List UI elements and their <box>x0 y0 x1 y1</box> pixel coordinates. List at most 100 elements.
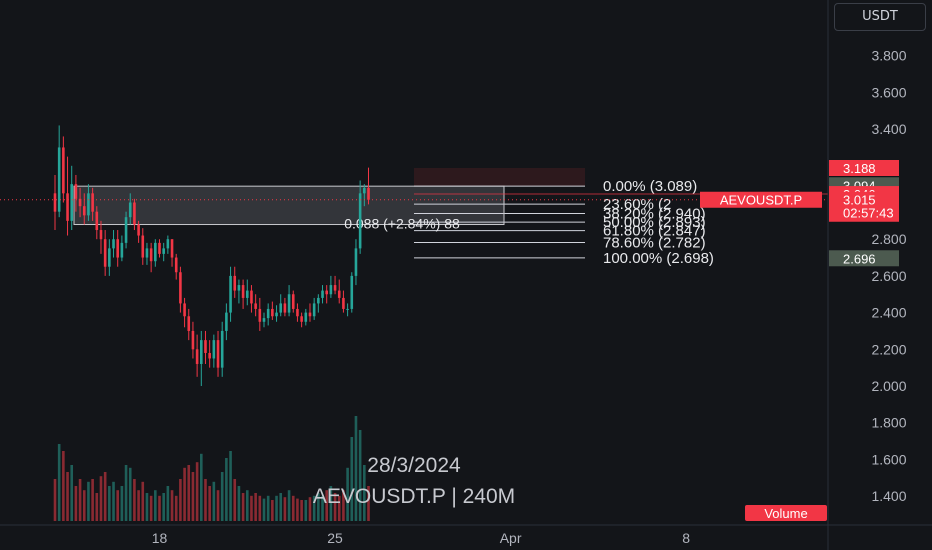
volume-bar <box>200 453 203 521</box>
fibonacci-retracement[interactable]: 0.00% (3.089)23.60% (238.20% (2.940)50.0… <box>73 168 714 267</box>
volume-bar <box>116 490 119 521</box>
volume-bar <box>325 490 328 521</box>
candle-body <box>149 248 153 262</box>
price-tick-label: 1.800 <box>871 415 906 431</box>
symbol-badge-text: AEVOUSDT.P <box>720 193 802 208</box>
candle-body <box>271 308 274 317</box>
price-axis[interactable]: 3.800 3.600 3.400 2.800 2.600 2.400 2.200 2.000… <box>827 0 907 550</box>
candle-body <box>120 242 124 258</box>
volume-bar <box>258 495 262 521</box>
volume-bar <box>187 465 191 521</box>
candle-body <box>116 239 119 258</box>
candle-body <box>363 187 366 194</box>
time-tick-label: 8 <box>682 530 690 546</box>
volume-bar <box>141 481 145 521</box>
volume-badge-bg <box>745 505 827 521</box>
candle-body <box>358 193 362 249</box>
fib-level-label: 38.20% (2.940) <box>603 206 706 223</box>
volume-bar <box>99 476 103 521</box>
volume-bar <box>66 472 69 521</box>
candle-body <box>145 248 149 258</box>
candle-body <box>346 308 349 310</box>
volume-bar <box>354 416 358 521</box>
volume-bar <box>208 486 211 521</box>
volume-bar <box>245 490 249 521</box>
candle-body <box>225 312 228 331</box>
time-axis[interactable]: 18 25 Apr 8 <box>0 524 932 546</box>
candle-body <box>166 239 170 249</box>
volume-bar <box>162 493 165 521</box>
volume-bar <box>78 479 82 521</box>
volume-bar <box>279 493 283 521</box>
candle-body <box>74 184 78 199</box>
candle-body <box>254 303 257 309</box>
fib-level-label: 78.60% (2.782) <box>603 235 706 252</box>
candle-body <box>200 340 203 364</box>
candle-body <box>57 147 61 212</box>
volume-bar <box>112 481 115 521</box>
candle-body <box>191 330 195 350</box>
candle-body <box>99 230 103 240</box>
candle-body <box>229 275 232 313</box>
volume-bar <box>166 486 170 521</box>
volume-bar <box>128 467 132 521</box>
volume-bar <box>82 490 86 521</box>
volume-bar <box>53 479 57 521</box>
volume-label: Volume <box>764 506 807 521</box>
candle-body <box>308 312 312 317</box>
candle-body <box>174 257 178 273</box>
fib-level-label: 50.00% (2.893) <box>603 214 706 231</box>
candle-body <box>95 211 99 231</box>
fib-level-label: 23.60% (2 <box>603 196 671 213</box>
candle-body <box>133 202 136 225</box>
currency-button[interactable]: USDT <box>834 3 926 31</box>
measure-label: 0.088 (+2.84%) 88 <box>344 216 460 232</box>
price-tick-label: 2.000 <box>871 378 906 394</box>
watermark-symbol: AEVOUSDT.P | 240M <box>313 485 515 508</box>
measure-box[interactable] <box>73 185 505 226</box>
volume-bar <box>195 462 199 521</box>
countdown-text: 02:57:43 <box>843 206 894 221</box>
candle-body <box>162 248 165 254</box>
candle-body <box>287 294 291 313</box>
price-tick-label: 2.800 <box>871 231 906 247</box>
price-tick-label: 1.600 <box>871 451 906 467</box>
volume-bar <box>237 486 241 521</box>
price-tick-label: 2.200 <box>871 341 906 357</box>
price-badge-text: 2.696 <box>843 251 876 266</box>
volume-bar <box>87 481 90 521</box>
volume-bar <box>103 472 107 521</box>
volume-bar <box>333 493 337 521</box>
volume-bar <box>91 479 94 521</box>
volume-bar <box>154 490 157 521</box>
watermark: 28/3/2024 AEVOUSDT.P | 240M <box>313 454 515 508</box>
price-tick-label: 2.400 <box>871 305 906 321</box>
volume-bar <box>70 465 74 521</box>
volume-bar <box>158 495 161 521</box>
candle-body <box>154 242 157 262</box>
candle-body <box>312 303 316 317</box>
volume-bar <box>95 493 99 521</box>
candle-body <box>296 308 299 317</box>
price-candles <box>53 125 370 386</box>
fib-level-label: 100.00% (2.698) <box>603 250 714 267</box>
candle-body <box>266 308 270 319</box>
volume-bar <box>149 495 153 521</box>
price-badges: 3.1883.0943.0462.696AEVOUSDT.P3.01502:57… <box>700 160 899 267</box>
candle-body <box>216 340 220 368</box>
volume-badge: Volume <box>745 505 827 521</box>
candle-body <box>333 285 337 291</box>
volume-bar <box>212 481 216 521</box>
volume-bar <box>179 479 182 521</box>
candle-body <box>87 193 90 216</box>
candle-body <box>183 303 186 317</box>
candle-body <box>321 290 324 298</box>
candle-body <box>91 193 94 212</box>
candle-body <box>279 303 283 313</box>
candle-body <box>262 318 266 322</box>
candle-body <box>300 316 303 322</box>
candle-body <box>204 340 207 353</box>
volume-bar <box>74 486 78 521</box>
